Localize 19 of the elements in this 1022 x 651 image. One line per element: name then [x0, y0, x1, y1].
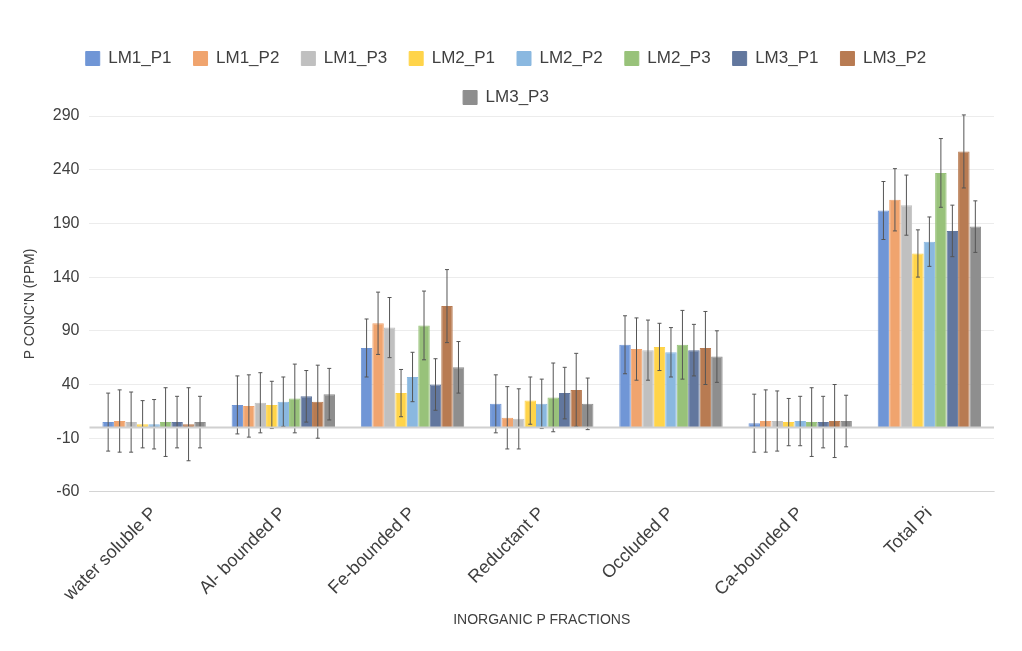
y-tick-label: -60 [56, 482, 80, 500]
y-tick-label: 40 [61, 374, 80, 392]
legend-label: LM3_P1 [755, 48, 819, 68]
y-axis-title: P CONC'N (PPM) [21, 248, 38, 360]
legend-label: LM2_P1 [431, 48, 496, 68]
y-tick-label: 240 [52, 160, 80, 178]
y-tick-label: 90 [61, 321, 80, 339]
legend-label: LM1_P2 [216, 48, 280, 68]
legend-label: LM1_P3 [323, 48, 388, 68]
legend-label: LM2_P3 [647, 48, 711, 68]
legend-label: LM1_P1 [108, 48, 172, 68]
y-tick-label: 190 [52, 213, 80, 231]
y-tick-label: -10 [56, 428, 80, 446]
legend-label: LM3_P3 [485, 87, 549, 107]
legend-label: LM2_P2 [539, 48, 603, 68]
x-axis-title: INORGANIC P FRACTIONS [453, 611, 631, 628]
y-tick-label: 140 [52, 267, 80, 285]
legend-label: LM3_P2 [862, 48, 927, 68]
y-tick-label: 290 [52, 106, 80, 124]
